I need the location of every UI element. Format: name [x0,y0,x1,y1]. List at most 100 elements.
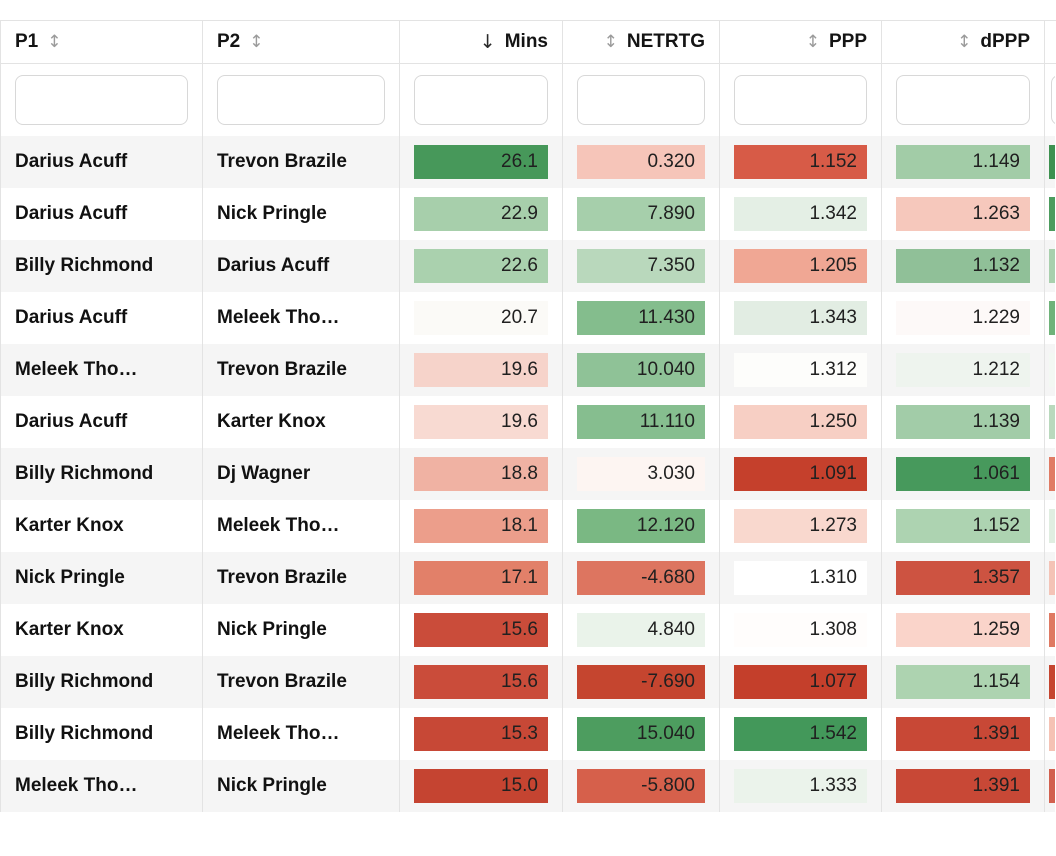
table-row: Billy Richmond Meleek Tho… 15.3 15.040 1.542… [1,708,1056,760]
cell-ppp: 1.333 [720,760,882,812]
table-row: Darius Acuff Trevon Brazile 26.1 0.320 1.152… [1,136,1056,188]
filter-input-ppp[interactable] [734,75,867,125]
table-row: Darius Acuff Nick Pringle 22.9 7.890 1.342 1.… [1,188,1056,240]
cell-mins: 15.3 [400,708,563,760]
table-row: Karter Knox Nick Pringle 15.6 4.840 1.308 1.2… [1,604,1056,656]
cell-mins: 19.6 [400,396,563,448]
filter-input-p2[interactable] [217,75,385,125]
cell-ppp: 1.312 [720,344,882,396]
cell-mins: 15.6 [400,604,563,656]
cell-netrtg: 7.350 [563,240,720,292]
cell-mins: 18.1 [400,500,563,552]
heatmap-value: 1.391 [896,717,1030,751]
sort-toggle-icon: ↕ [603,31,618,52]
column-header-p1[interactable]: P1 ↕ [1,21,203,63]
heatmap-value: 1.152 [896,509,1030,543]
heatmap-value-clipped [1049,457,1055,491]
column-header-ppp[interactable]: ↕ PPP [720,21,882,63]
table-filter-row [1,64,1056,136]
cell-extra-clipped [1045,604,1055,656]
table-row: Billy Richmond Darius Acuff 22.6 7.350 1.205… [1,240,1056,292]
cell-p2: Darius Acuff [203,240,400,292]
cell-dppp: 1.391 [882,708,1045,760]
cell-p2: Karter Knox [203,396,400,448]
heatmap-value: 1.342 [734,197,867,231]
heatmap-value: 1.312 [734,353,867,387]
cell-dppp: 1.263 [882,188,1045,240]
cell-netrtg: 15.040 [563,708,720,760]
heatmap-value: 1.061 [896,457,1030,491]
heatmap-value: 17.1 [414,561,548,595]
cell-netrtg: 3.030 [563,448,720,500]
heatmap-value: 1.343 [734,301,867,335]
cell-p2: Meleek Tho… [203,708,400,760]
heatmap-value: 7.890 [577,197,705,231]
heatmap-value: 3.030 [577,457,705,491]
heatmap-value-clipped [1049,769,1055,803]
heatmap-value: 11.110 [577,405,705,439]
heatmap-value: 1.308 [734,613,867,647]
cell-netrtg: -7.690 [563,656,720,708]
cell-p2: Nick Pringle [203,760,400,812]
sort-toggle-icon: ↕ [249,31,264,52]
cell-mins: 15.6 [400,656,563,708]
heatmap-value: 4.840 [577,613,705,647]
column-header-dppp[interactable]: ↕ dPPP [882,21,1045,63]
cell-ppp: 1.250 [720,396,882,448]
cell-p1: Nick Pringle [1,552,203,604]
cell-netrtg: 7.890 [563,188,720,240]
filter-input-extra[interactable] [1051,75,1055,125]
heatmap-value: 1.212 [896,353,1030,387]
table-row: Darius Acuff Meleek Tho… 20.7 11.430 1.343 1.… [1,292,1056,344]
table-row: Billy Richmond Trevon Brazile 15.6 -7.690 1.… [1,656,1056,708]
cell-extra-clipped [1045,552,1055,604]
cell-dppp: 1.154 [882,656,1045,708]
heatmap-value: 12.120 [577,509,705,543]
column-header-netrtg[interactable]: ↕ NETRTG [563,21,720,63]
filter-input-netrtg[interactable] [577,75,705,125]
cell-p2: Trevon Brazile [203,656,400,708]
column-header-p2[interactable]: P2 ↕ [203,21,400,63]
cell-p2: Trevon Brazile [203,552,400,604]
cell-dppp: 1.229 [882,292,1045,344]
filter-input-mins[interactable] [414,75,548,125]
heatmap-value: -7.690 [577,665,705,699]
heatmap-value: 19.6 [414,353,548,387]
column-header-label: NETRTG [626,31,705,52]
cell-netrtg: -4.680 [563,552,720,604]
cell-ppp: 1.310 [720,552,882,604]
column-header-mins[interactable]: ↓ Mins [400,21,563,63]
sort-toggle-icon: ↕ [957,31,972,52]
cell-mins: 18.8 [400,448,563,500]
heatmap-value: 10.040 [577,353,705,387]
cell-mins: 22.6 [400,240,563,292]
cell-p1: Darius Acuff [1,188,203,240]
heatmap-value: -4.680 [577,561,705,595]
filter-cell-p1 [1,64,203,136]
heatmap-value: 20.7 [414,301,548,335]
heatmap-value: 1.149 [896,145,1030,179]
cell-ppp: 1.343 [720,292,882,344]
cell-dppp: 1.139 [882,396,1045,448]
filter-input-p1[interactable] [15,75,188,125]
cell-p1: Billy Richmond [1,240,203,292]
column-header-extra[interactable] [1045,21,1055,63]
cell-netrtg: 11.110 [563,396,720,448]
cell-extra-clipped [1045,240,1055,292]
heatmap-value-clipped [1049,405,1055,439]
cell-p1: Darius Acuff [1,136,203,188]
cell-p1: Billy Richmond [1,708,203,760]
cell-extra-clipped [1045,136,1055,188]
heatmap-value: 1.139 [896,405,1030,439]
heatmap-value: 15.3 [414,717,548,751]
filter-input-dppp[interactable] [896,75,1030,125]
filter-cell-extra [1045,64,1055,136]
heatmap-value: 1.263 [896,197,1030,231]
heatmap-value: 1.250 [734,405,867,439]
heatmap-value: 11.430 [577,301,705,335]
cell-p1: Karter Knox [1,604,203,656]
cell-dppp: 1.391 [882,760,1045,812]
cell-mins: 19.6 [400,344,563,396]
column-header-label: PPP [828,31,867,52]
filter-cell-mins [400,64,563,136]
